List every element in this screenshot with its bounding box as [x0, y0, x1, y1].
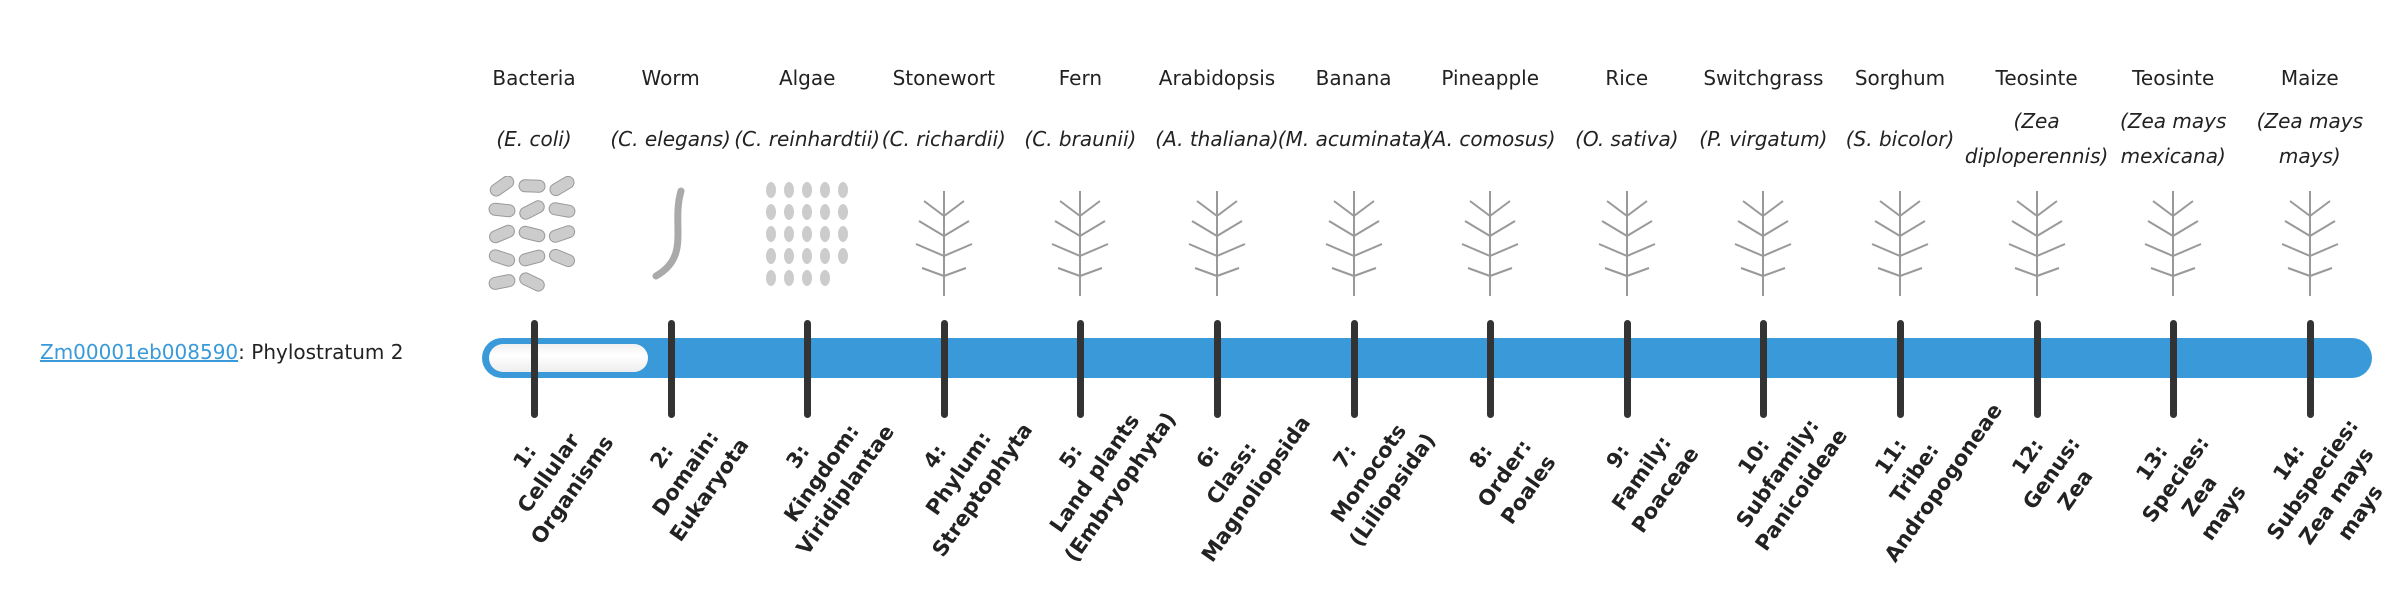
organism-species-name: (A. comosus) — [1424, 126, 1556, 151]
phylostratum-text: : Phylostratum 2 — [238, 340, 404, 364]
stratum-label: 5: Land plants (Embryophyta) — [1011, 379, 1181, 568]
gene-label: Zm00001eb008590: Phylostratum 2 — [40, 340, 403, 364]
organism-species-name: (C. braunii) — [1024, 126, 1137, 151]
stratum-tick — [667, 320, 675, 418]
organism-common-name: Algae — [778, 66, 836, 90]
organism-species-name: (C. richardii) — [881, 126, 1006, 151]
rice-image — [1598, 191, 1656, 296]
organism-species-name: (C. elegans) — [610, 126, 731, 151]
organism-common-name: Sorghum — [1854, 66, 1946, 90]
stratum-tick — [1350, 320, 1358, 418]
stratum-tick — [1623, 320, 1631, 418]
stratum-label: 6: Class: Magnoliopsida — [1148, 379, 1317, 568]
stratum-tick — [2033, 320, 2041, 418]
organism-common-name: Teosinte — [2132, 66, 2215, 90]
organism-species-name: (A. thaliana) — [1155, 126, 1279, 151]
organism-common-name: Worm — [641, 66, 700, 90]
banana-image — [1325, 191, 1382, 296]
stratum-label: 7: Monocots (Liliopsida) — [1284, 379, 1453, 568]
worm-image — [652, 187, 685, 280]
stratum-tick — [1487, 320, 1495, 418]
stratum-label: 11: Tribe: Andropogoneae — [1831, 379, 2007, 568]
stratum-label: 4: Phylum: Streptophyta — [874, 379, 1043, 568]
organism-species-name: (Zea mays mexicana) — [2119, 109, 2227, 168]
stratum-label: 1: Cellular Organisms — [465, 379, 634, 568]
organism-species-name: (M. acuminata) — [1277, 126, 1430, 151]
stratum-label: 2: Domain: Eukaryota — [601, 379, 770, 568]
fern-image — [1051, 191, 1109, 296]
organism-species-name: (O. sativa) — [1575, 126, 1679, 151]
organism-common-name: Pineapple — [1441, 66, 1540, 90]
bacteria-image — [488, 176, 576, 292]
organism-common-name: Arabidopsis — [1158, 66, 1276, 90]
stratum-tick — [940, 320, 948, 418]
arabidopsis-image — [1188, 191, 1246, 296]
organism-species-name: (Zea diploperennis) — [1964, 109, 2109, 168]
organism-species-name: (C. reinhardtii) — [734, 126, 881, 151]
gene-link[interactable]: Zm00001eb008590 — [40, 340, 239, 364]
organism-common-name: Maize — [2280, 66, 2339, 90]
sorghum-image — [1871, 191, 1929, 296]
organism-common-name: Rice — [1605, 66, 1649, 90]
stratum-tick — [1214, 320, 1221, 418]
organism-common-name: Switchgrass — [1703, 66, 1824, 90]
teosinte-image — [2008, 191, 2065, 296]
switchgrass-image — [1734, 191, 1792, 296]
organism-common-name: Teosinte — [1995, 66, 2078, 90]
stonewort-image — [915, 191, 973, 296]
organism-species-name: (S. bicolor) — [1845, 126, 1955, 151]
stratum-tick — [2306, 320, 2314, 418]
stratum-tick — [1897, 320, 1904, 418]
organism-species-name: (E. coli) — [496, 126, 572, 151]
maize-image — [2281, 191, 2339, 296]
stratum-tick — [2170, 320, 2178, 418]
organism-common-name: Stonewort — [892, 66, 995, 90]
organism-common-name: Banana — [1315, 66, 1392, 90]
organism-species-name: (Zea mays mays) — [2256, 109, 2363, 168]
pineapple-image — [1461, 191, 1519, 296]
stratum-tick — [1760, 320, 1768, 418]
stratum-label: 10: Subfamily: Panicoideae — [1694, 379, 1863, 568]
algae-image — [766, 182, 849, 286]
stratum-label: 14: Subspecies: Zea mays mays — [2229, 385, 2400, 591]
organism-species-name: (P. virgatum) — [1699, 126, 1828, 151]
phylostratum-bar — [482, 338, 2372, 378]
organism-common-name: Fern — [1058, 66, 1103, 90]
stratum-label: 9: Family: Poaceae — [1557, 379, 1726, 568]
stratum-tick — [1077, 320, 1085, 418]
stratum-tick — [531, 320, 538, 418]
stratum-label: 8: Order: Poales — [1421, 379, 1590, 568]
phylostratum-fill — [489, 344, 648, 372]
stratum-label: 3: Kingdom: Viridiplantae — [738, 379, 907, 568]
organism-common-name: Bacteria — [492, 66, 576, 90]
teosinte-mexicana-image — [2144, 191, 2202, 296]
stratum-tick — [804, 320, 812, 418]
